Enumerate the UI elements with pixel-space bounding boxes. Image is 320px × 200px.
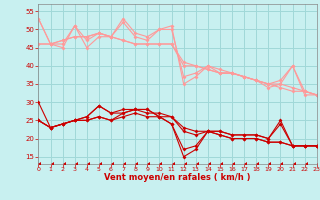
X-axis label: Vent moyen/en rafales ( km/h ): Vent moyen/en rafales ( km/h ) [104,173,251,182]
